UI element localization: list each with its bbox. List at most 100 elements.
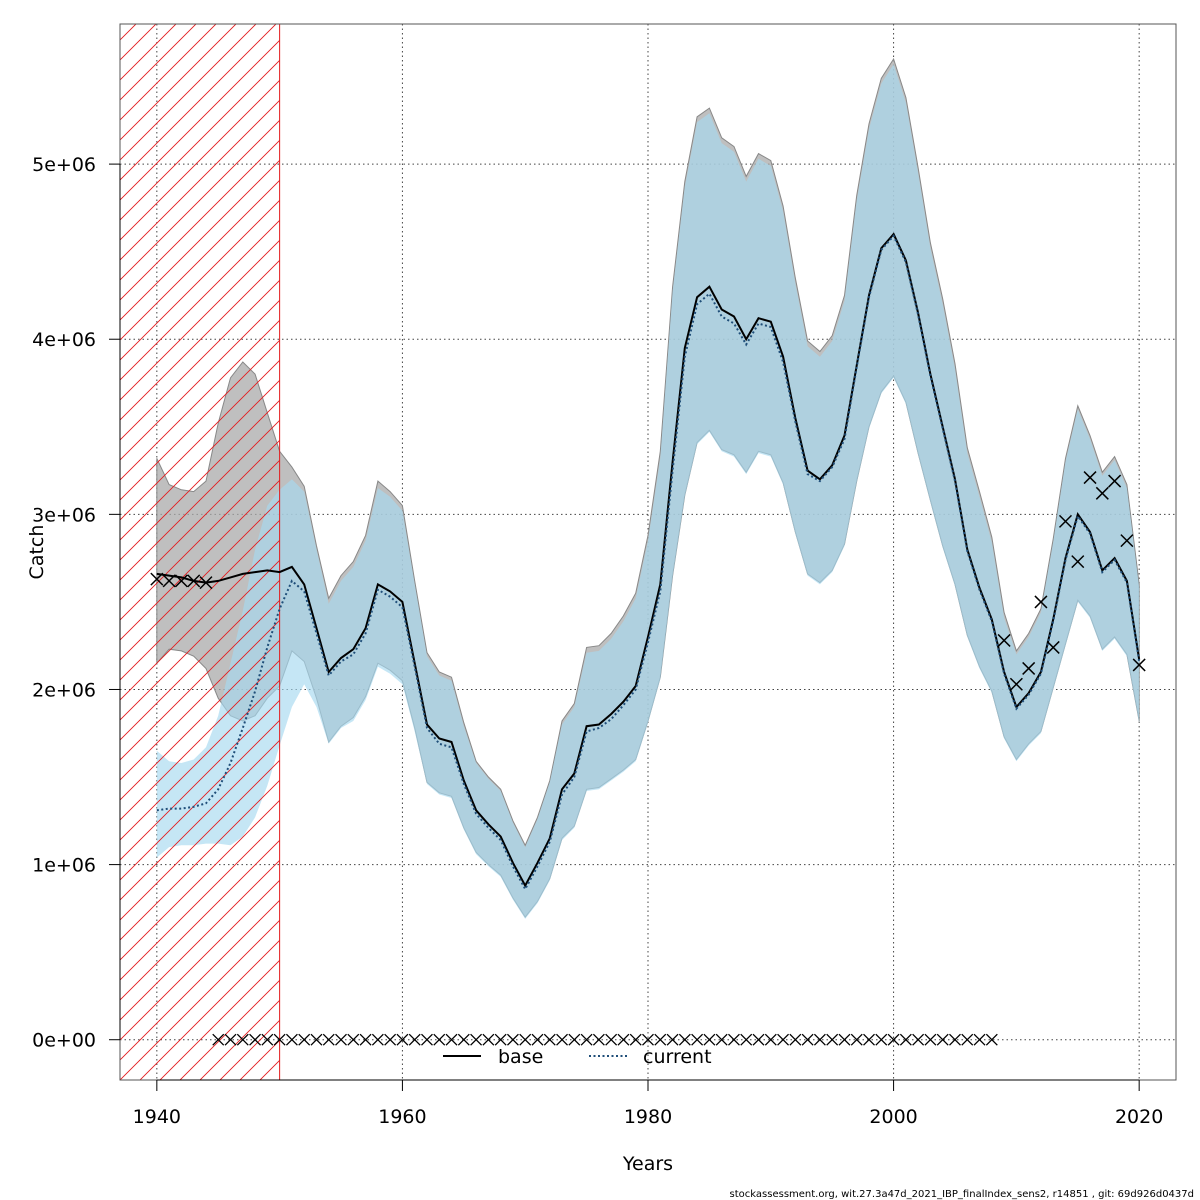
zero-catch-point <box>531 1033 544 1046</box>
observed-catch-point <box>1108 474 1122 488</box>
observed-catch-point <box>162 574 176 588</box>
zero-catch-point <box>335 1033 347 1046</box>
observed-catch-point <box>174 574 188 588</box>
zero-catch-point <box>359 1033 372 1046</box>
observed-catch-point <box>187 574 201 588</box>
observed-catch-point <box>199 576 213 590</box>
y-tick-label: 4e+06 <box>32 329 96 351</box>
zero-catch-point <box>666 1033 679 1046</box>
zero-catch-point <box>973 1033 986 1046</box>
zero-catch-point <box>273 1033 286 1046</box>
zero-catch-point <box>642 1033 654 1046</box>
zero-catch-point <box>629 1033 642 1046</box>
observed-catch-point <box>1022 661 1036 675</box>
zero-catch-point <box>396 1033 409 1046</box>
y-tick-label: 3e+06 <box>32 504 96 526</box>
current-series-line <box>156 234 1141 892</box>
zero-catch-point <box>924 1033 937 1046</box>
zero-catch-point <box>715 1033 728 1046</box>
zero-catch-point <box>298 1033 311 1046</box>
observed-catch-point <box>997 633 1011 647</box>
observed-catch-point <box>1009 677 1023 691</box>
y-tick-label: 5e+06 <box>32 154 96 176</box>
x-axis: 1940 1960 1980 2000 2020 <box>133 1079 1163 1128</box>
observed-catch-point <box>1071 555 1085 569</box>
x-axis-title: Years <box>622 1153 673 1175</box>
legend-label-current: current <box>643 1046 712 1068</box>
observed-catch-point <box>150 572 164 586</box>
zero-catch-point <box>703 1033 716 1046</box>
zero-catch-point <box>580 1033 593 1046</box>
observed-catch-point <box>1046 640 1060 654</box>
zero-catch-point <box>949 1033 961 1046</box>
zero-catch-point <box>249 1033 262 1046</box>
y-tick-label: 0e+00 <box>32 1030 96 1052</box>
zero-catch-point <box>494 1033 507 1046</box>
zero-catch-point <box>506 1033 519 1046</box>
y-tick-label: 2e+06 <box>32 679 96 701</box>
y-axis: 0e+00 1e+06 2e+06 3e+06 4e+06 5e+06 <box>32 154 121 1052</box>
zero-catch-point <box>887 1033 900 1046</box>
observed-catch-point <box>1083 471 1097 485</box>
zero-catch-point <box>764 1033 777 1046</box>
x-tick-label: 1940 <box>133 1106 181 1128</box>
x-tick-label: 1980 <box>624 1106 672 1128</box>
observed-catch-point <box>1058 514 1073 528</box>
zero-catch-point <box>212 1033 225 1046</box>
zero-catch-point <box>285 1033 298 1046</box>
zero-catch-point <box>801 1033 814 1046</box>
zero-catch-point <box>457 1033 470 1046</box>
zero-catch-point <box>752 1033 765 1046</box>
zero-catch-point <box>224 1033 237 1046</box>
observed-catch-point <box>1095 486 1109 500</box>
y-axis-title: Catch <box>26 525 48 580</box>
observed-catch-point <box>1120 534 1134 548</box>
zero-catch-point <box>678 1033 691 1046</box>
zero-catch-point <box>789 1033 802 1046</box>
legend: base current <box>443 1046 712 1068</box>
legend-label-base: base <box>498 1046 543 1068</box>
zero-catch-point <box>863 1033 875 1046</box>
zero-catch-point <box>838 1033 851 1046</box>
zero-catch-point <box>556 1033 569 1046</box>
zero-catch-point <box>261 1033 274 1046</box>
zero-catch-point <box>654 1033 667 1046</box>
zero-catch-point <box>384 1033 397 1046</box>
current-confidence-band <box>156 64 1140 919</box>
zero-catch-point <box>322 1033 335 1046</box>
base-series-line <box>156 232 1141 888</box>
zero-catch-point <box>777 1033 790 1046</box>
zero-catch-point <box>543 1033 556 1046</box>
zero-catch-point <box>912 1033 925 1046</box>
footer-note: stockassessment.org, wit.27.3a47d_2021_I… <box>730 1189 1194 1200</box>
zero-catch-point <box>470 1033 483 1046</box>
zero-catch-point <box>691 1033 704 1046</box>
series-lines <box>156 232 1141 892</box>
zero-catch-point <box>605 1033 618 1046</box>
zero-catch-point <box>875 1033 888 1046</box>
catch-markers <box>150 471 1146 1046</box>
zero-catch-point <box>482 1033 495 1046</box>
zero-catch-point <box>568 1033 581 1046</box>
confidence-bands <box>156 57 1140 919</box>
x-tick-label: 2000 <box>869 1106 917 1128</box>
hatched-region <box>119 23 281 1081</box>
zero-catch-point <box>371 1033 384 1046</box>
observed-catch-point <box>1132 658 1146 672</box>
zero-catch-point <box>936 1033 949 1046</box>
x-tick-label: 1960 <box>378 1106 426 1128</box>
zero-catch-point <box>310 1033 323 1046</box>
zero-catch-point <box>519 1033 532 1046</box>
zero-catch-point <box>347 1033 360 1046</box>
zero-catch-point <box>961 1033 974 1046</box>
zero-catch-point <box>433 1033 446 1046</box>
zero-catch-point <box>408 1033 421 1046</box>
zero-catch-point <box>421 1033 433 1046</box>
zero-catch-point <box>236 1033 249 1046</box>
x-tick-label: 2020 <box>1115 1106 1163 1128</box>
hatched-region-rect <box>119 23 281 1081</box>
zero-catch-point <box>727 1033 740 1046</box>
zero-catch-point <box>899 1033 912 1046</box>
zero-catch-point <box>617 1033 630 1046</box>
